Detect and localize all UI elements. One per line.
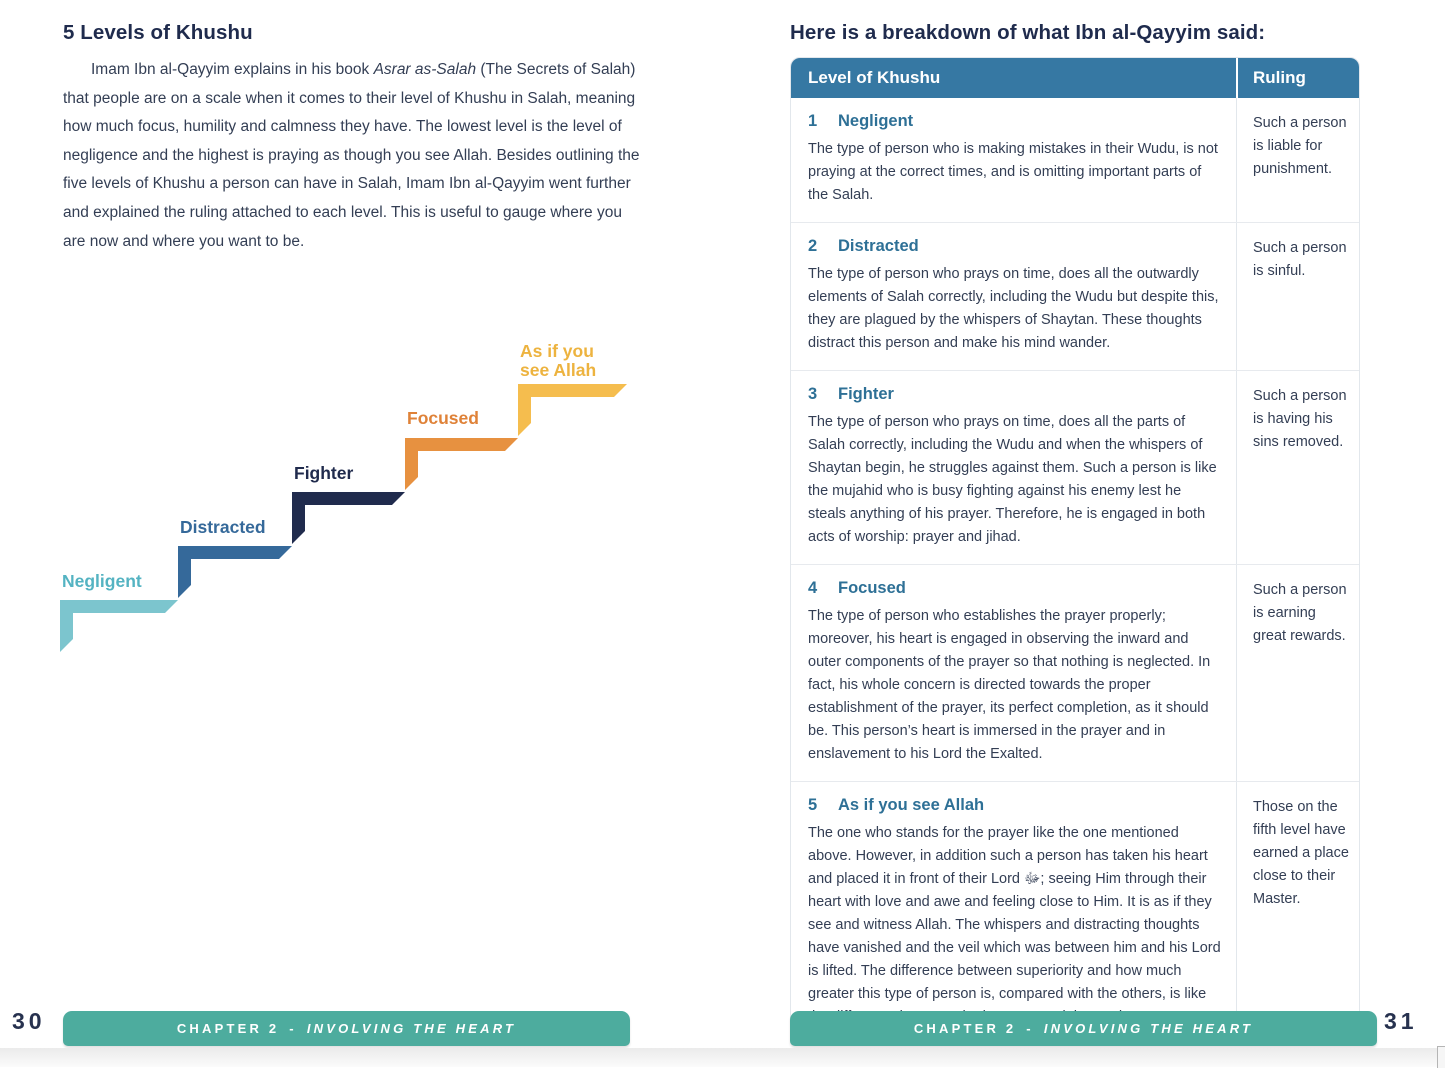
level-description: The type of person who prays on time, do…: [808, 266, 1219, 351]
step-label-5: see Allah: [520, 360, 596, 380]
level-name: Fighter: [838, 385, 894, 403]
level-title: 1 Negligent: [808, 111, 1222, 131]
step-label-1: Negligent: [62, 571, 142, 591]
step-label-4: Focused: [407, 408, 479, 428]
step-label-2: Distracted: [180, 517, 266, 537]
table-row: 3 Fighter The type of person who prays on …: [791, 370, 1359, 564]
level-name: Negligent: [838, 112, 914, 130]
table-row: 1 Negligent The type of person who is maki…: [791, 98, 1359, 222]
level-title: 5 As if you see Allah: [808, 795, 1222, 815]
ruling-cell: Such a person is having his sins removed…: [1236, 371, 1359, 564]
table-row: 5 As if you see Allah The one who stands f…: [791, 781, 1359, 1044]
step-shape-3: [292, 492, 405, 544]
level-cell: 3 Fighter The type of person who prays on …: [791, 371, 1236, 564]
chapter-title: INVOLVING THE HEART: [306, 1021, 517, 1036]
level-cell: 2 Distracted The type of person who prays …: [791, 223, 1236, 370]
step-shape-1: [60, 600, 178, 652]
page-left: 5 Levels of Khushu Imam Ibn al-Qayyim ex…: [0, 0, 722, 1067]
table-header-row: Level of Khushu Ruling: [791, 58, 1359, 98]
chapter-separator: -: [289, 1021, 297, 1036]
level-name: Distracted: [838, 237, 919, 255]
level-name: Focused: [838, 579, 906, 597]
book-title: Asrar as-Salah: [373, 61, 477, 78]
ruling-cell: Such a person is liable for punishment.: [1236, 98, 1359, 222]
page-number-right: 31: [1384, 1008, 1418, 1034]
level-title: 4 Focused: [808, 578, 1222, 598]
page-bottom-edge: [0, 1048, 1445, 1067]
chapter-label: CHAPTER 2: [913, 1021, 1017, 1036]
page-right: Here is a breakdown of what Ibn al-Qayyi…: [722, 0, 1445, 1067]
step-shape-2: [178, 546, 292, 598]
level-cell: 1 Negligent The type of person who is maki…: [791, 98, 1236, 222]
ruling-cell: Those on the fifth level have earned a p…: [1236, 782, 1359, 1044]
table-body: 1 Negligent The type of person who is maki…: [791, 98, 1359, 1044]
level-cell: 5 As if you see Allah The one who stands f…: [791, 782, 1236, 1044]
page-title: 5 Levels of Khushu: [63, 21, 253, 44]
ruling-cell: Such a person is sinful.: [1236, 223, 1359, 370]
level-description: The type of person who prays on time, do…: [808, 414, 1217, 545]
ruling-cell: Such a person is earning great rewards.: [1236, 565, 1359, 781]
vertical-scrollbar[interactable]: [1437, 1046, 1445, 1068]
level-cell: 4 Focused The type of person who establish…: [791, 565, 1236, 781]
level-description: The type of person who establishes the p…: [808, 608, 1211, 762]
level-name: As if you see Allah: [838, 796, 985, 814]
level-description: The one who stands for the prayer like t…: [808, 825, 1221, 1025]
level-description: The type of person who is making mistake…: [808, 141, 1218, 203]
table-row: 4 Focused The type of person who establish…: [791, 564, 1359, 781]
khushu-table: Level of Khushu Ruling 1 Negligent The typ…: [790, 57, 1360, 1045]
step-label-3: Fighter: [294, 463, 353, 483]
level-number: 3: [808, 385, 818, 403]
chapter-separator: -: [1026, 1021, 1034, 1036]
intro-text-part1: Imam Ibn al-Qayyim explains in his book: [91, 61, 374, 78]
intro-text-part2: (The Secrets of Salah) that people are o…: [63, 61, 640, 250]
table-header-ruling: Ruling: [1236, 58, 1359, 98]
chapter-banner-left: CHAPTER 2 - INVOLVING THE HEART: [63, 1011, 630, 1046]
staircase-svg: Negligent Distracted Fighter Focused As if y…: [60, 341, 627, 652]
table-header-level: Level of Khushu: [808, 68, 941, 87]
step-shape-4: [405, 438, 518, 490]
chapter-title: INVOLVING THE HEART: [1043, 1021, 1254, 1036]
intro-paragraph: Imam Ibn al-Qayyim explains in his book …: [63, 56, 641, 256]
level-number: 4: [808, 579, 818, 597]
level-number: 2: [808, 237, 818, 255]
level-number: 5: [808, 796, 818, 814]
level-title: 2 Distracted: [808, 236, 1222, 256]
table-row: 2 Distracted The type of person who prays …: [791, 222, 1359, 370]
level-number: 1: [808, 112, 818, 130]
chapter-banner-right: CHAPTER 2 - INVOLVING THE HEART: [790, 1011, 1377, 1046]
level-title: 3 Fighter: [808, 384, 1222, 404]
breakdown-heading: Here is a breakdown of what Ibn al-Qayyi…: [790, 21, 1266, 44]
page-number-left: 30: [12, 1008, 46, 1034]
khushu-staircase-diagram: Negligent Distracted Fighter Focused As if y…: [0, 328, 660, 680]
step-shape-5: [518, 384, 627, 436]
step-label-5: As if you: [520, 341, 594, 361]
chapter-label: CHAPTER 2: [176, 1021, 280, 1036]
